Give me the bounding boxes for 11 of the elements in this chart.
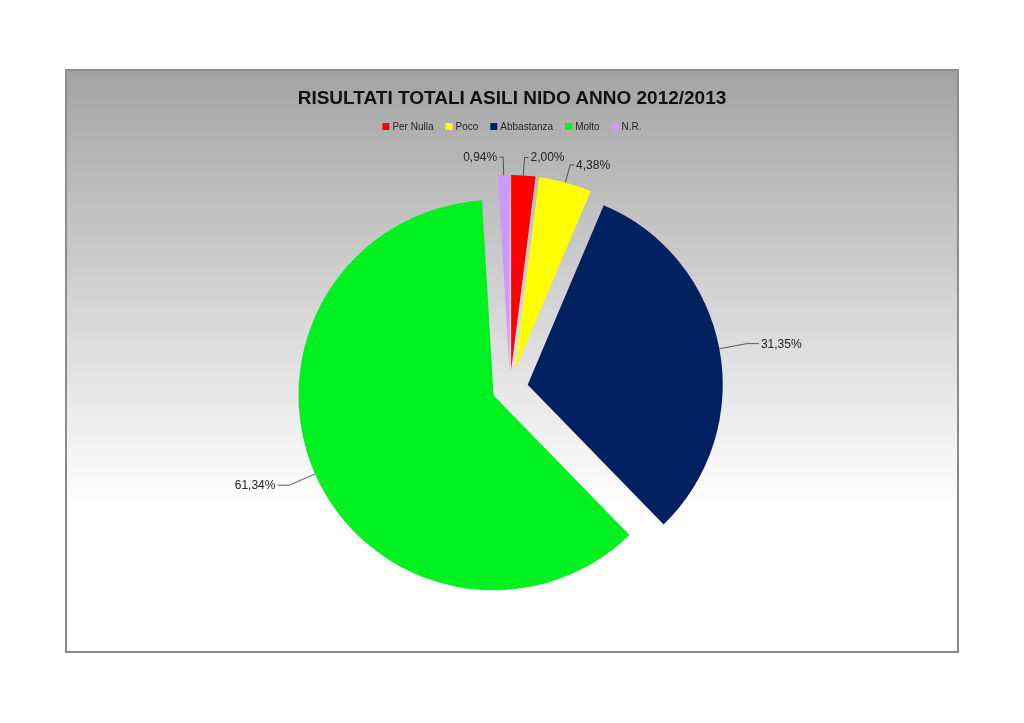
data-label: 2,00% <box>530 150 565 165</box>
legend-label: Abbastanza <box>500 121 554 132</box>
legend-label: Poco <box>455 121 479 132</box>
legend-label: N.R. <box>621 121 642 132</box>
data-label: 4,38% <box>576 157 611 172</box>
data-label: 61,34% <box>234 478 276 493</box>
data-label: 31,35% <box>760 336 802 351</box>
data-label: 0,94% <box>463 150 498 165</box>
legend-label: Per Nulla <box>392 121 434 132</box>
legend-label: Molto <box>575 121 601 132</box>
chart-title: RISULTATI TOTALI ASILI NIDO ANNO 2012/2013 <box>297 87 727 108</box>
